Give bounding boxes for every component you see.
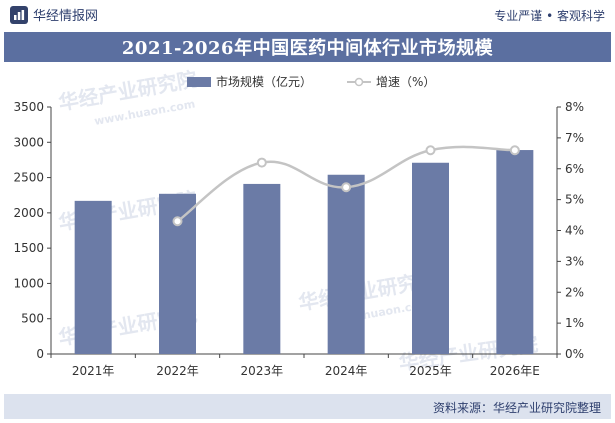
x-tick-label: 2021年: [72, 364, 115, 378]
growth-point: [425, 145, 436, 156]
bar-market-size: [327, 174, 365, 354]
title-band: 2021-2026年中国医药中间体行业市场规模: [4, 32, 611, 62]
growth-point: [341, 182, 352, 193]
growth-point: [172, 216, 183, 227]
y-right-tick-label: 0%: [565, 347, 584, 361]
legend-label-growth: 增速（%）: [376, 75, 435, 89]
y-right-tick-label: 3%: [565, 254, 584, 268]
y-left-tick-label: 2000: [13, 206, 44, 220]
growth-point: [509, 145, 520, 156]
growth-point: [256, 157, 267, 168]
y-left-tick-label: 1500: [13, 241, 44, 255]
x-tick-label: 2022年: [156, 364, 199, 378]
y-left-tick-label: 1000: [13, 276, 44, 290]
bar-market-size: [496, 150, 534, 354]
y-right-tick-label: 4%: [565, 224, 584, 238]
brand-name: 华经情报网: [33, 9, 99, 24]
header-bar: 华经情报网 专业严谨 • 客观科学: [0, 0, 615, 32]
x-tick-label: 2026年E: [490, 364, 540, 378]
y-left-tick-label: 3500: [13, 100, 44, 114]
y-left-tick-label: 3000: [13, 135, 44, 149]
source-note: 资料来源：华经产业研究院整理: [432, 401, 601, 415]
brand-logo-icon: [10, 5, 28, 24]
y-left-tick-label: 0: [36, 347, 44, 361]
brand[interactable]: 华经情报网: [10, 5, 98, 24]
x-tick-label: 2023年: [241, 364, 284, 378]
bar-market-size: [412, 162, 449, 354]
slogan: 专业严谨 • 客观科学: [494, 9, 605, 23]
y-right-tick-label: 6%: [565, 162, 584, 176]
chart-title: 2021-2026年中国医药中间体行业市场规模: [121, 38, 494, 59]
y-right-tick-label: 7%: [565, 131, 584, 145]
x-tick-label: 2025年: [409, 364, 452, 378]
y-right-tick-label: 2%: [565, 285, 584, 299]
legend-swatch-market-size: [187, 77, 211, 87]
y-left-tick-label: 2500: [13, 171, 44, 185]
footer-band: 资料来源：华经产业研究院整理: [4, 394, 611, 419]
y-left-tick-label: 500: [21, 312, 44, 326]
bar-market-size: [243, 183, 281, 354]
y-right-tick-label: 1%: [565, 316, 584, 330]
bar-market-size: [74, 200, 112, 354]
x-tick-label: 2024年: [325, 364, 368, 378]
y-right-tick-label: 8%: [565, 100, 584, 114]
y-right-tick-label: 5%: [565, 193, 584, 207]
legend-label-market-size: 市场规模（亿元）: [216, 74, 312, 89]
legend-swatch-growth-marker: [354, 77, 364, 87]
